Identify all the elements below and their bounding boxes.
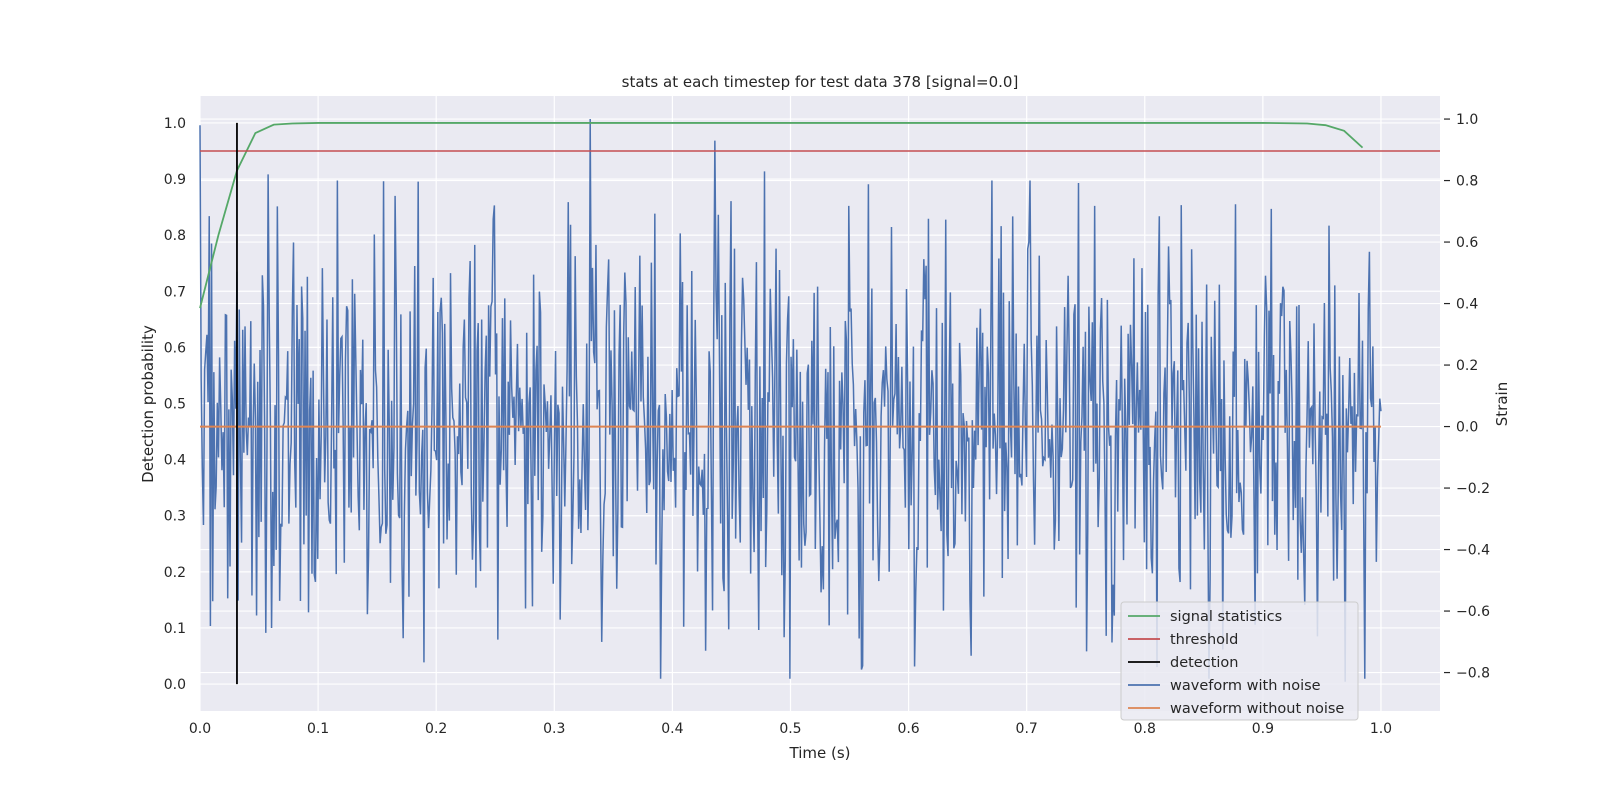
x-tick-label: 0.4 (661, 721, 683, 737)
legend-label-threshold: threshold (1170, 632, 1238, 648)
series-layer (199, 119, 1440, 685)
y-tick-label: 0.4 (164, 453, 186, 469)
y2-tick-label: 0.0 (1456, 420, 1478, 436)
chart-title: stats at each timestep for test data 378… (622, 73, 1019, 91)
y2-tick-label: 0.8 (1456, 174, 1478, 190)
legend: signal statistics threshold detection wa… (1120, 601, 1359, 721)
y2-tick-label: −0.8 (1456, 666, 1490, 682)
y-tick-label: 0.5 (164, 397, 186, 413)
y2-tick-label: 1.0 (1456, 112, 1478, 128)
y-tick-label: 0.9 (164, 172, 186, 188)
x-tick-label: 0.5 (779, 721, 801, 737)
x-ticks: 0.0 0.1 0.2 0.3 0.4 0.5 0.6 0.7 0.8 0.9 1.0 (189, 721, 1392, 737)
y2-tick-label: 0.6 (1456, 235, 1478, 251)
y2-tick-label: 0.4 (1456, 297, 1478, 313)
y-tick-label: 0.8 (164, 228, 186, 244)
legend-label-signal-statistics: signal statistics (1170, 609, 1282, 625)
y2-axis-label: Strain (1493, 382, 1511, 426)
y2-tick-label: −0.2 (1456, 481, 1490, 497)
y-tick-label: 0.2 (164, 565, 186, 581)
y-tick-label: 0.1 (164, 621, 186, 637)
x-axis-label: Time (s) (789, 744, 851, 762)
legend-label-waveform-with-noise: waveform with noise (1170, 678, 1321, 694)
y-ticks-left: 0.0 0.1 0.2 0.3 0.4 0.5 0.6 0.7 0.8 0.9 1.0 (164, 116, 186, 693)
x-tick-label: 0.8 (1134, 721, 1156, 737)
legend-label-detection: detection (1170, 655, 1238, 671)
x-tick-label: 0.0 (189, 721, 211, 737)
y-tick-label: 0.7 (164, 284, 186, 300)
x-tick-label: 0.3 (543, 721, 565, 737)
series-signal-statistics (199, 122, 1364, 309)
series-waveform-with-noise (199, 119, 1382, 682)
y-tick-label: 0.6 (164, 340, 186, 356)
y-tick-label: 1.0 (164, 116, 186, 132)
y2-tick-label: 0.2 (1456, 358, 1478, 374)
y2-tick-label: −0.4 (1456, 543, 1490, 559)
y-tick-label: 0.0 (164, 677, 186, 693)
x-tick-label: 1.0 (1370, 721, 1392, 737)
y2-tick-label: −0.6 (1456, 604, 1490, 620)
x-tick-label: 0.2 (425, 721, 447, 737)
y-tick-label: 0.3 (164, 509, 186, 525)
y-ticks-right: −0.8 −0.6 −0.4 −0.2 0.0 0.2 0.4 0.6 0.8 1.0 (1444, 112, 1490, 682)
legend-label-waveform-without-noise: waveform without noise (1170, 701, 1344, 717)
x-tick-label: 0.9 (1252, 721, 1274, 737)
x-tick-label: 0.6 (897, 721, 919, 737)
y-axis-label: Detection probability (139, 325, 157, 483)
x-tick-label: 0.1 (307, 721, 329, 737)
legend-box (1120, 601, 1359, 721)
x-tick-label: 0.7 (1016, 721, 1038, 737)
